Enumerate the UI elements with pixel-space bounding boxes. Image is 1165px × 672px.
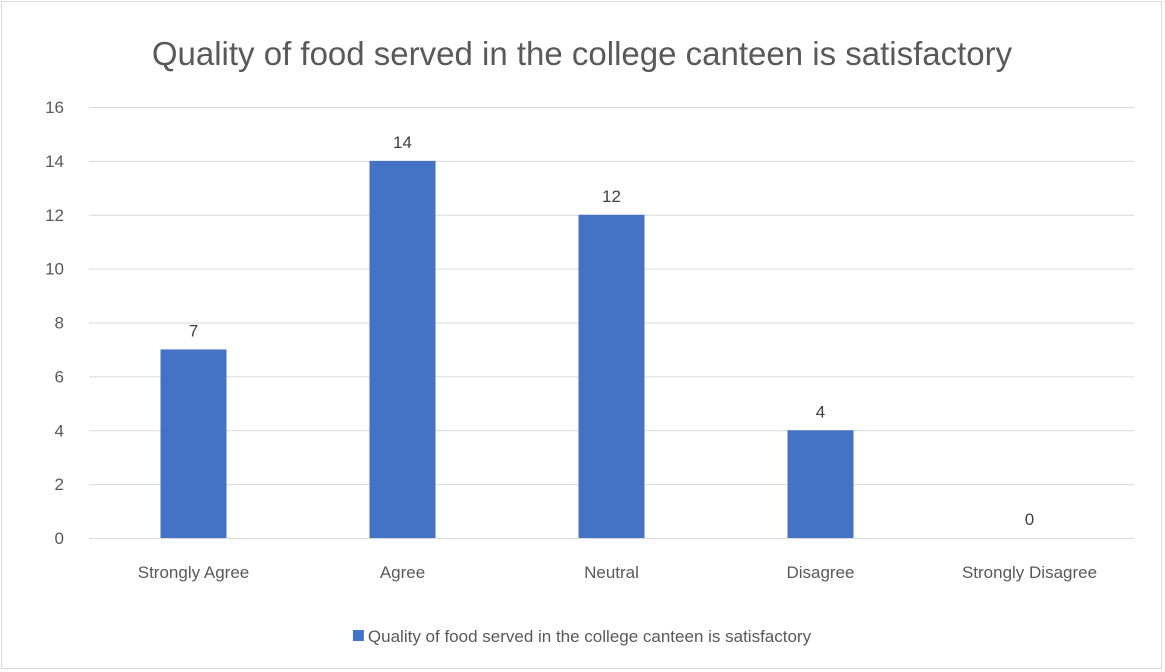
y-tick-label: 14	[45, 152, 64, 171]
legend: Quality of food served in the college ca…	[352, 627, 812, 646]
chart-title: Quality of food served in the college ca…	[152, 35, 1013, 72]
legend-label: Quality of food served in the college ca…	[368, 627, 812, 646]
data-label: 0	[1025, 510, 1034, 529]
y-tick-label: 2	[55, 475, 64, 494]
x-category-label: Disagree	[786, 563, 854, 582]
y-tick-label: 16	[45, 98, 64, 117]
y-tick-label: 10	[45, 260, 64, 279]
data-label: 4	[816, 402, 825, 421]
x-category-label: Agree	[380, 563, 425, 582]
bar	[369, 160, 436, 538]
data-label: 12	[602, 187, 621, 206]
y-tick-label: 4	[55, 421, 64, 440]
y-tick-label: 0	[55, 529, 64, 548]
bar	[160, 349, 227, 538]
y-tick-label: 12	[45, 206, 64, 225]
data-label: 14	[393, 133, 412, 152]
bar	[787, 430, 854, 538]
bar-series	[160, 160, 854, 538]
bar	[578, 214, 645, 538]
x-axis-category-labels: Strongly Agree Agree Neutral Disagree Strong…	[138, 563, 1097, 582]
y-tick-label: 8	[55, 314, 64, 333]
legend-swatch	[352, 630, 364, 641]
x-category-label: Strongly Disagree	[962, 563, 1097, 582]
y-axis-tick-labels: 0 2 4 6 8 10 12 14 16	[45, 98, 64, 548]
x-category-label: Neutral	[584, 563, 639, 582]
y-tick-label: 6	[55, 367, 64, 386]
data-label: 7	[189, 321, 198, 340]
x-category-label: Strongly Agree	[138, 563, 250, 582]
data-labels: 7 14 12 4 0	[189, 133, 1034, 529]
